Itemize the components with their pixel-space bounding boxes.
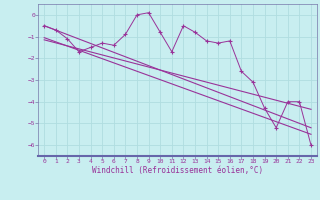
X-axis label: Windchill (Refroidissement éolien,°C): Windchill (Refroidissement éolien,°C) (92, 166, 263, 175)
